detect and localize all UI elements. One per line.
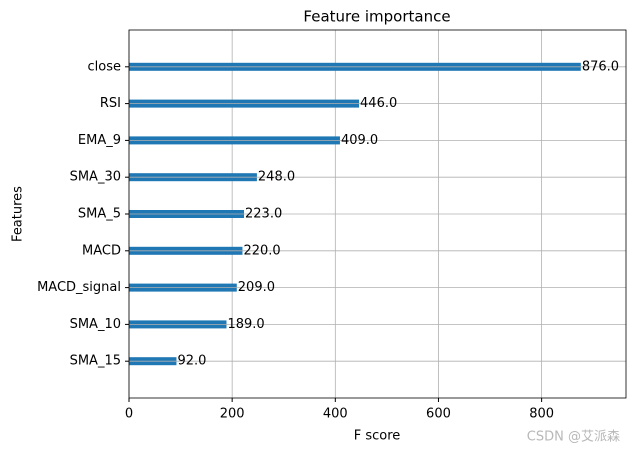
x-tick-label: 600	[426, 407, 451, 422]
watermark: CSDN @艾派森	[527, 430, 620, 445]
y-tick-label: MACD_signal	[37, 280, 121, 295]
value-label: 92.0	[177, 354, 206, 369]
y-tick-label: SMA_30	[70, 170, 121, 185]
value-label: 876.0	[582, 59, 619, 74]
chart-title: Feature importance	[303, 8, 450, 26]
x-axis-label: F score	[354, 429, 401, 444]
y-tick-label: RSI	[100, 96, 121, 111]
value-label: 446.0	[360, 96, 397, 111]
x-tick-label: 800	[529, 407, 554, 422]
y-tick-label: EMA_9	[78, 133, 121, 148]
value-label: 220.0	[243, 243, 280, 258]
y-tick-label: SMA_15	[70, 354, 121, 369]
y-tick-label: close	[88, 59, 121, 74]
x-tick-label: 0	[125, 407, 133, 422]
value-label: 409.0	[341, 133, 378, 148]
y-axis-label: Features	[11, 186, 26, 242]
y-tick-label: SMA_10	[70, 317, 121, 332]
value-label: 248.0	[258, 170, 295, 185]
value-label: 189.0	[227, 317, 264, 332]
x-tick-label: 200	[220, 407, 245, 422]
value-label: 209.0	[238, 280, 275, 295]
y-tick-label: MACD	[82, 243, 121, 258]
value-label: 223.0	[245, 207, 282, 222]
plot-frame	[128, 29, 627, 399]
x-tick-label: 400	[323, 407, 348, 422]
y-tick-label: SMA_5	[78, 207, 121, 222]
